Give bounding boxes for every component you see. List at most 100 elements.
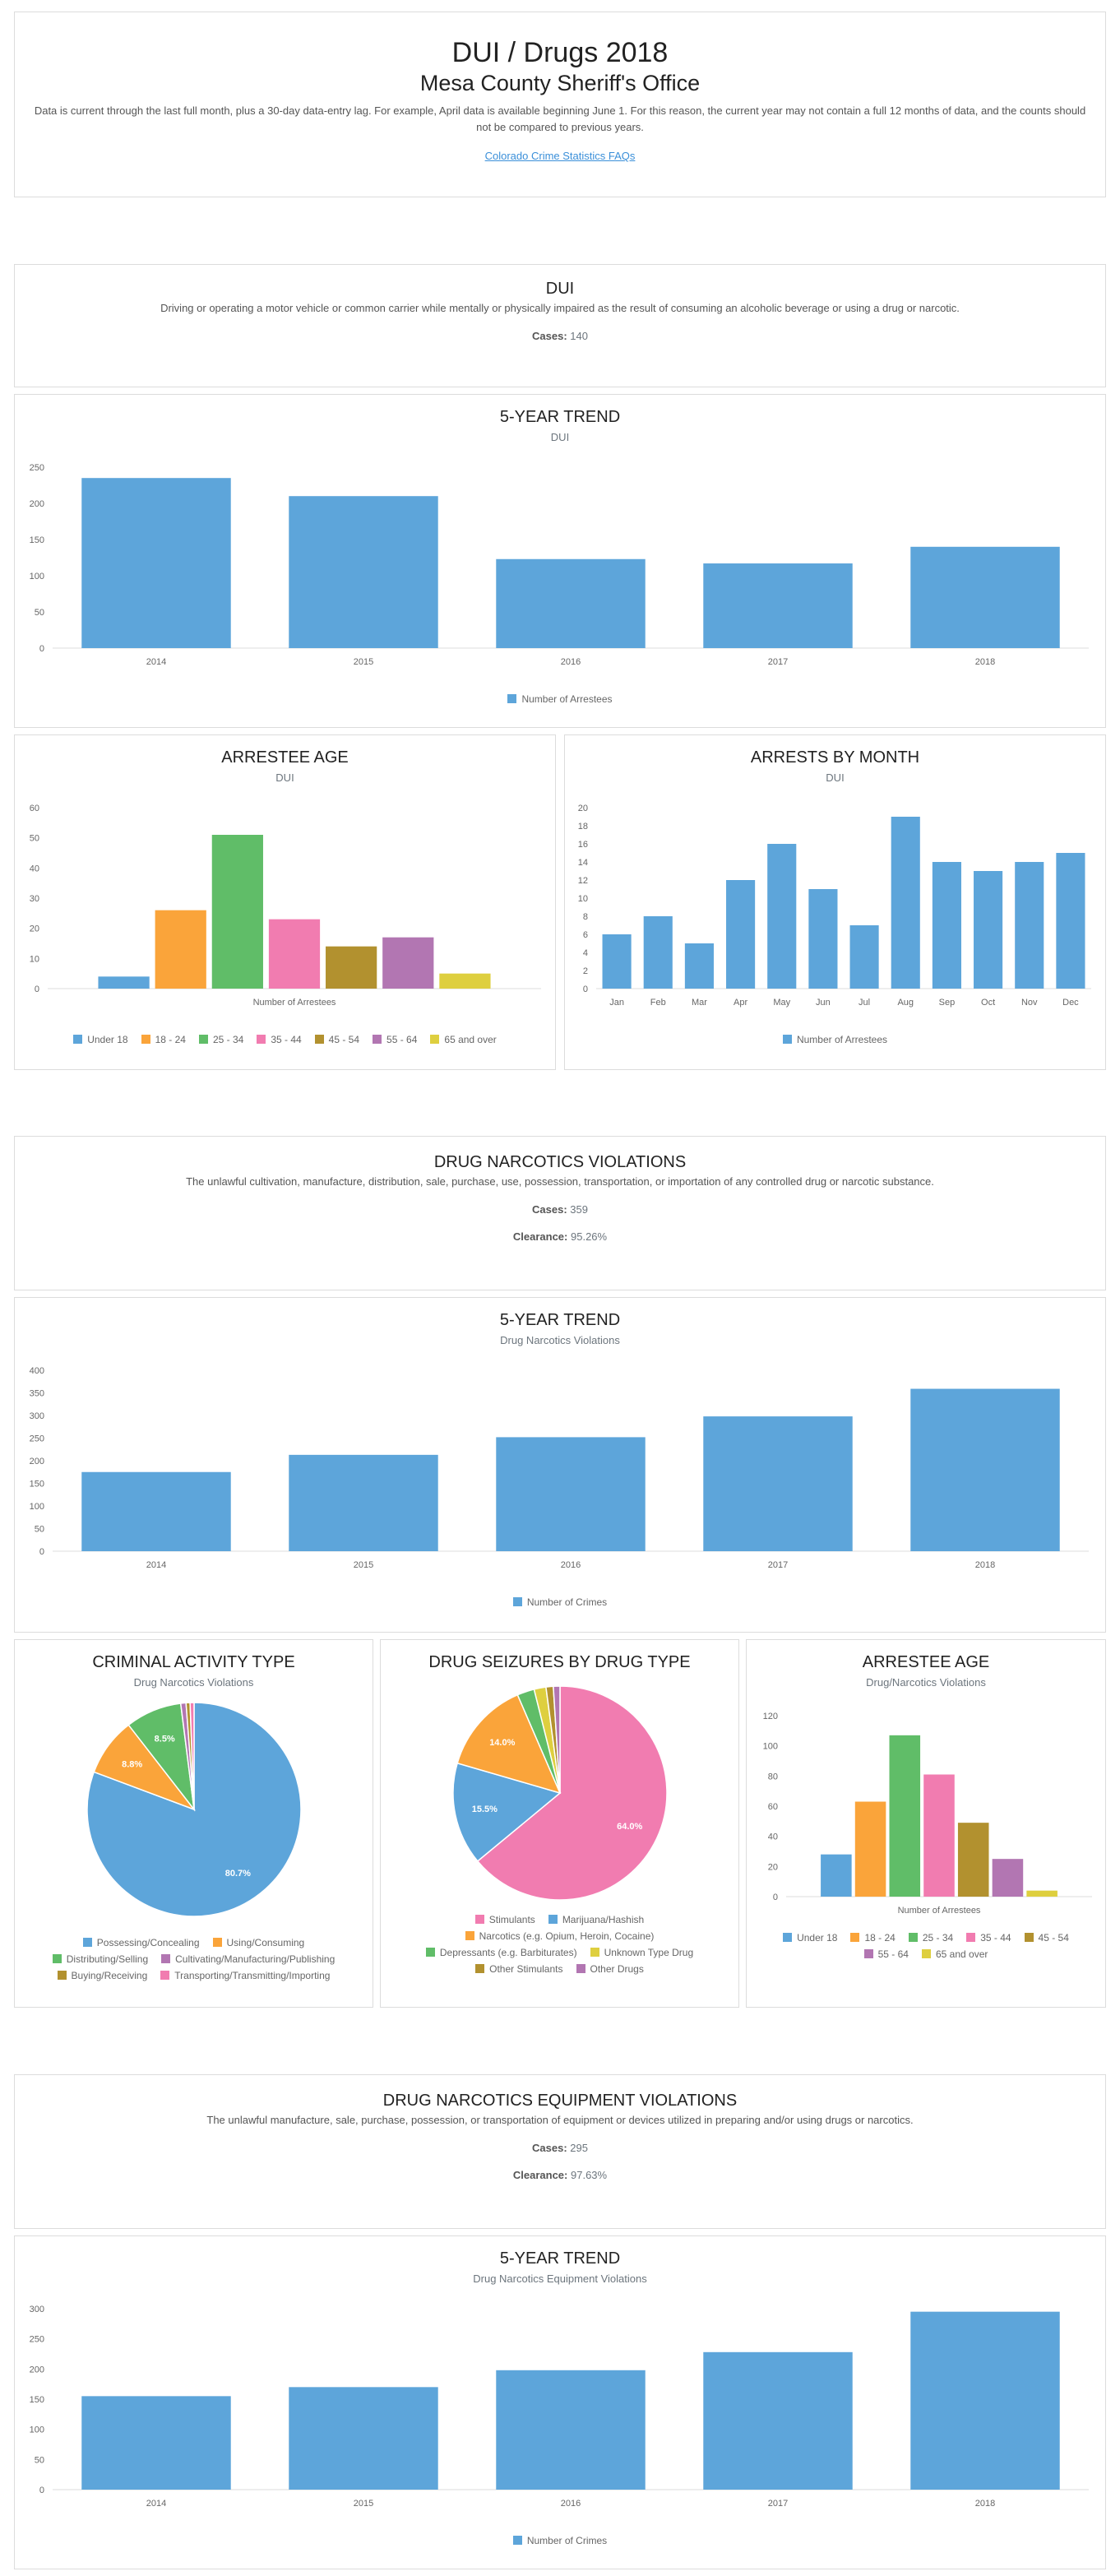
equip-description: The unlawful manufacture, sale, purchase… <box>206 2114 914 2126</box>
activity-pie-legend-item[interactable]: Buying/Receiving <box>57 1967 147 1984</box>
activity-pie-legend-label: Cultivating/Manufacturing/Publishing <box>175 1953 336 1965</box>
dui-month-ytick-label: 0 <box>583 985 588 994</box>
seizure-pie-legend-item[interactable]: Unknown Type Drug <box>590 1944 693 1961</box>
dui-month-ytick-label: 10 <box>578 894 588 904</box>
equip-trend-ytick-label: 100 <box>30 2425 44 2435</box>
drug-age-legend-item[interactable]: 55 - 64 <box>863 1946 909 1962</box>
drug-age-bar <box>889 1735 921 1897</box>
dui-month-ytick-label: 4 <box>583 948 588 958</box>
seizure-pie-legend-label: Other Drugs <box>590 1963 644 1975</box>
dui-month-bar <box>1056 853 1085 989</box>
seizure-pie-legend-item[interactable]: Other Drugs <box>576 1961 644 1977</box>
dui-age-bar <box>155 910 206 989</box>
equip-trend-bar <box>496 2370 646 2490</box>
drug-age-legend-label: 25 - 34 <box>922 1932 954 1944</box>
dui-trend-xtick-label: 2015 <box>354 657 373 667</box>
dui-month-card: ARRESTS BY MONTH DUI 0 2 4 6 8 10 12 14 16 18 20 Ja… <box>564 734 1106 1070</box>
drug-age-legend-swatch <box>783 1933 793 1942</box>
drug-trend-ytick-label: 300 <box>30 1411 44 1421</box>
dui-cases: Cases: 140 <box>15 330 1105 342</box>
drug-age-legend-item[interactable]: 45 - 54 <box>1024 1930 1069 1946</box>
drug-trend-bar <box>703 1416 853 1551</box>
dui-month-bar <box>974 871 1003 989</box>
drug-trend-legend: Number of Crimes <box>15 1594 1105 1610</box>
dui-age-legend-item[interactable]: 35 - 44 <box>257 1031 302 1048</box>
drug-age-legend-swatch <box>1024 1933 1034 1942</box>
seizure-pie-legend-item[interactable]: Stimulants <box>474 1911 535 1928</box>
seizure-pie-slice-label: 14.0% <box>489 1738 515 1748</box>
drug-trend-chart: 0 50 100 150 200 250 300 350 400 2014 2015 2016 2017… <box>30 1366 1089 1570</box>
dui-month-xtick-label: May <box>773 998 790 1008</box>
agency-name: Mesa County Sheriff's Office <box>419 71 701 95</box>
equip-trend-xtick-label: 2014 <box>146 2499 166 2509</box>
dui-age-legend-item[interactable]: 25 - 34 <box>198 1031 243 1048</box>
drug-trend-legend-item[interactable]: Number of Crimes <box>512 1594 607 1610</box>
seizure-pie-chart: 64.0% 15.5% 14.0% <box>452 1685 668 1901</box>
drug-age-bar <box>957 1823 989 1897</box>
dui-title: DUI <box>545 280 575 298</box>
dui-month-legend-item[interactable]: Number of Arrestees <box>782 1031 887 1048</box>
activity-pie-legend-item[interactable]: Distributing/Selling <box>52 1951 148 1967</box>
dui-age-legend-item[interactable]: 55 - 64 <box>373 1031 417 1048</box>
dui-age-legend-item[interactable]: Under 18 <box>73 1031 128 1048</box>
dui-age-legend: Under 18 18 - 24 25 - 34 35 - 44 45 - 54 55 -… <box>15 1031 555 1048</box>
dui-month-bar <box>726 880 756 989</box>
dui-month-legend-swatch <box>782 1035 792 1044</box>
drug-trend-bar <box>496 1437 646 1551</box>
dui-trend-ytick-label: 100 <box>30 572 44 581</box>
activity-pie-legend-item[interactable]: Using/Consuming <box>212 1934 304 1951</box>
dui-age-title: ARRESTEE AGE <box>221 748 349 767</box>
drug-age-ytick-label: 80 <box>768 1772 778 1781</box>
activity-pie-slice <box>86 1702 302 1917</box>
drug-trend-bar <box>910 1388 1060 1551</box>
seizure-pie-slice-label: 15.5% <box>472 1805 498 1814</box>
activity-pie-legend-item[interactable]: Transporting/Transmitting/Importing <box>160 1967 330 1984</box>
dui-month-xtick-label: Nov <box>1021 998 1038 1008</box>
drug-trend-card: 5-YEAR TREND Drug Narcotics Violations 0… <box>14 1297 1106 1633</box>
seizure-pie-legend-item[interactable]: Narcotics (e.g. Opium, Heroin, Cocaine) <box>465 1928 654 1944</box>
drug-age-legend-item[interactable]: 65 and over <box>921 1946 988 1962</box>
seizure-pie-legend-item[interactable]: Depressants (e.g. Barbiturates) <box>425 1944 577 1961</box>
dui-month-xtick-label: Feb <box>650 998 666 1008</box>
activity-pie-slice <box>189 1702 195 1810</box>
activity-pie-legend: Possessing/Concealing Using/Consuming Dist… <box>15 1934 373 1984</box>
drug-trend-ytick-label: 150 <box>30 1480 44 1490</box>
dui-trend-legend-item[interactable]: Number of Arrestees <box>507 691 613 707</box>
activity-pie-legend-swatch <box>52 1954 62 1963</box>
drug-age-card: ARRESTEE AGE Drug/Narcotics Violations 0… <box>746 1639 1106 2008</box>
seizure-pie-legend-item[interactable]: Other Stimulants <box>475 1961 563 1977</box>
dui-age-legend-item[interactable]: 18 - 24 <box>141 1031 186 1048</box>
dui-age-legend-swatch <box>314 1035 324 1044</box>
activity-pie-legend-item[interactable]: Cultivating/Manufacturing/Publishing <box>161 1951 335 1967</box>
seizure-pie-slice <box>456 1693 562 1795</box>
report-header: DUI / Drugs 2018 Mesa County Sheriff's O… <box>14 12 1106 197</box>
drug-age-legend-item[interactable]: 18 - 24 <box>850 1930 896 1946</box>
dui-month-ytick-label: 8 <box>583 912 588 922</box>
seizure-pie-legend-item[interactable]: Marijuana/Hashish <box>548 1911 644 1928</box>
dui-trend-legend: Number of Arrestees <box>15 691 1105 707</box>
equip-trend-legend-item[interactable]: Number of Crimes <box>512 2532 607 2549</box>
dui-month-ytick-label: 20 <box>578 804 588 813</box>
activity-pie-slice-label: 8.8% <box>122 1760 142 1770</box>
equip-cases-value: 295 <box>570 2142 588 2154</box>
dui-cases-value: 140 <box>570 330 588 342</box>
activity-pie-legend-item[interactable]: Possessing/Concealing <box>82 1934 200 1951</box>
crime-stats-faq-link[interactable]: Colorado Crime Statistics FAQs <box>484 150 636 162</box>
dui-trend-xtick-label: 2017 <box>768 657 788 667</box>
activity-pie-subtitle: Drug Narcotics Violations <box>133 1676 254 1689</box>
dui-trend-legend-label: Number of Arrestees <box>521 693 613 705</box>
drug-title: DRUG NARCOTICS VIOLATIONS <box>433 1153 687 1171</box>
seizure-pie-legend-swatch <box>465 1931 474 1940</box>
dui-description: Driving or operating a motor vehicle or … <box>160 302 960 314</box>
dui-age-card: ARRESTEE AGE DUI 0 10 20 30 40 50 60 Number of … <box>14 734 556 1070</box>
activity-pie-slice-label: 80.7% <box>225 1869 251 1879</box>
dui-month-xtick-label: Jun <box>816 998 831 1008</box>
drug-age-legend-item[interactable]: Under 18 <box>783 1930 837 1946</box>
dui-age-ytick-label: 0 <box>35 985 39 994</box>
drug-age-legend-item[interactable]: 35 - 44 <box>966 1930 1011 1946</box>
equip-trend-title: 5-YEAR TREND <box>499 2249 621 2268</box>
dui-age-legend-item[interactable]: 65 and over <box>430 1031 497 1048</box>
dui-age-ytick-label: 40 <box>30 864 39 873</box>
drug-age-legend-item[interactable]: 25 - 34 <box>908 1930 954 1946</box>
dui-age-legend-item[interactable]: 45 - 54 <box>314 1031 359 1048</box>
